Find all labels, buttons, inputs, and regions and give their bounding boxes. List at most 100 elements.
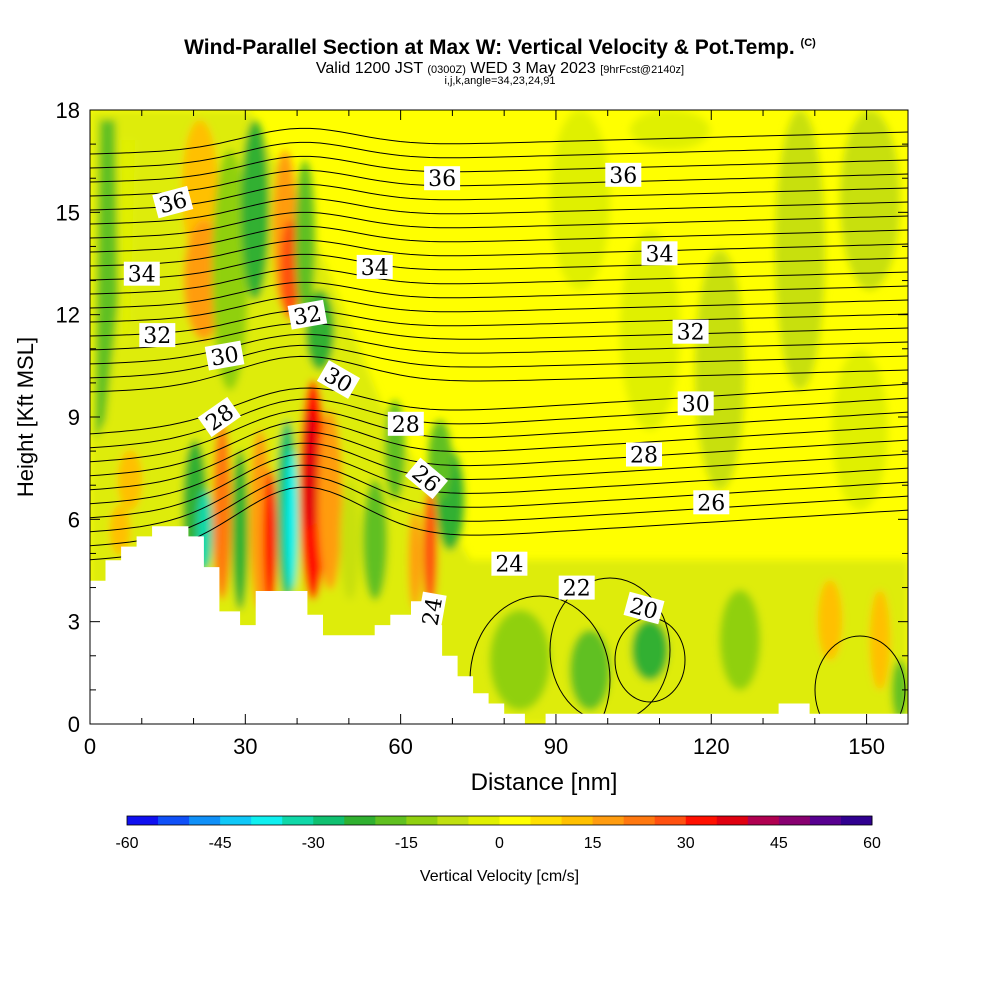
- isentrope-17: [90, 267, 908, 295]
- isentrope-2: [90, 464, 908, 533]
- isentrope-22: [90, 197, 908, 225]
- y-tick-label: 6: [68, 507, 80, 532]
- theta-label-14: 28: [626, 442, 662, 469]
- colorbar-swatch: [592, 816, 625, 825]
- theta-label-text: 32: [143, 324, 171, 349]
- isentrope-lines: [90, 127, 908, 724]
- colorbar-tick-label: 60: [863, 835, 881, 852]
- colorbar-tick-label: 30: [677, 835, 695, 852]
- theta-label-text: 24: [495, 553, 523, 578]
- theta-label-text: 36: [609, 164, 637, 189]
- theta-label-1: 36: [424, 166, 461, 192]
- theta-label-bg: [605, 162, 642, 187]
- colorbar-swatch: [499, 816, 532, 825]
- x-tick-label: 120: [693, 734, 730, 759]
- chart-title: Wind-Parallel Section at Max W: Vertical…: [0, 36, 1000, 60]
- theta-label-3: 34: [123, 261, 160, 288]
- y-tick-label: 12: [56, 303, 80, 328]
- colorbar-swatch: [313, 816, 345, 825]
- colorbar-swatch: [685, 816, 718, 825]
- theta-label-text: 34: [128, 263, 156, 288]
- colorbar-tick-label: 0: [495, 835, 504, 852]
- valid-time: Valid 1200 JST: [315, 60, 423, 77]
- colorbar-label: Vertical Velocity [cm/s]: [420, 868, 579, 885]
- theta-label-text: 28: [630, 444, 658, 469]
- theta-label-16: 26: [693, 490, 730, 516]
- y-tick-label: 9: [68, 405, 80, 430]
- utc-time: (0300Z): [427, 64, 466, 76]
- colorbar-swatch: [623, 816, 656, 825]
- colorbar-swatch: [375, 816, 407, 825]
- theta-label-4: 34: [356, 254, 393, 281]
- theta-label-bg: [623, 591, 665, 625]
- isentrope-1: [90, 475, 908, 547]
- y-tick-label: 0: [68, 712, 80, 737]
- colorbar-swatch: [747, 816, 780, 825]
- colorbar-swatch: [220, 816, 252, 825]
- theta-label-17: 24: [491, 551, 528, 578]
- colorbar-frame: [126, 815, 873, 826]
- theta-label-2: 36: [605, 162, 642, 189]
- colorbar-swatch: [437, 816, 469, 825]
- colorbar-swatch: [344, 816, 376, 825]
- theta-label-text: 36: [428, 167, 456, 192]
- colorbar-swatch: [654, 816, 687, 825]
- y-tick-label: 18: [56, 98, 80, 123]
- isentrope-24: [90, 169, 908, 197]
- theta-label-bg: [491, 551, 528, 576]
- theta-label-bg: [677, 391, 714, 416]
- isentrope-10: [90, 355, 908, 393]
- x-tick-label: 90: [544, 734, 568, 759]
- chart-subtitle: Valid 1200 JST (0300Z) WED 3 May 2023 [9…: [0, 60, 1000, 78]
- isentrope-4: [90, 442, 908, 505]
- theta-label-13: 28: [387, 411, 424, 438]
- colorbar-swatch: [778, 816, 811, 825]
- colorbar-swatch: [716, 816, 749, 825]
- theta-label-11: 30: [677, 391, 714, 417]
- isentrope-7: [90, 409, 908, 463]
- title-text: Wind-Parallel Section at Max W: Vertical…: [184, 36, 795, 59]
- theta-label-bg: [123, 261, 160, 286]
- isentrope-23: [90, 183, 908, 211]
- forecast-info: [9hrFcst@2140z]: [600, 64, 685, 76]
- colorbar-swatch: [282, 816, 314, 825]
- colorbar-swatch: [809, 816, 842, 825]
- theta-label-text: 24: [418, 596, 447, 628]
- theta-label-bg: [287, 299, 328, 330]
- isentrope-18: [90, 253, 908, 281]
- colorbar-tick-label: 15: [584, 835, 602, 852]
- theta-label-bg: [672, 319, 709, 344]
- colorbar-swatch: [158, 816, 190, 825]
- colorbar-swatch: [189, 816, 221, 825]
- colorbar-tick-label: -30: [302, 835, 325, 852]
- theta-label-bg: [316, 360, 361, 399]
- theta-label-19: 22: [558, 575, 595, 602]
- colorbar-swatch: [530, 816, 563, 825]
- isentrope-5: [90, 431, 908, 491]
- copyright-mark: (C): [800, 37, 816, 49]
- theta-label-bg: [139, 323, 176, 348]
- theta-label-6: 32: [139, 323, 176, 349]
- theta-label-text: 34: [361, 256, 389, 281]
- colorbar-tick-label: -15: [395, 835, 418, 852]
- isentrope-21: [90, 211, 908, 239]
- theta-label-bg: [641, 241, 678, 266]
- valid-date: WED 3 May 2023: [470, 60, 596, 77]
- x-tick-label: 150: [848, 734, 885, 759]
- colorbar-swatch: [840, 816, 873, 825]
- indices-text: i,j,k,angle=34,23,24,91: [444, 75, 556, 87]
- y-tick-label: 15: [56, 200, 80, 225]
- isentrope-6: [90, 420, 908, 477]
- theta-label-18: 24: [416, 591, 448, 632]
- colorbar: -60 -45 -30 -15 0 15 30 45 60 Vertical Velocity […: [115, 815, 881, 885]
- theta-label-text: 26: [697, 491, 725, 516]
- x-tick-label: 30: [233, 734, 257, 759]
- theta-label-7: 32: [287, 299, 328, 331]
- theta-label-text: 30: [682, 392, 710, 417]
- theta-label-bg: [558, 575, 595, 600]
- theta-label-bg: [356, 254, 393, 279]
- theta-label-bg: [197, 396, 242, 438]
- colorbar-tick-label: -60: [115, 835, 138, 852]
